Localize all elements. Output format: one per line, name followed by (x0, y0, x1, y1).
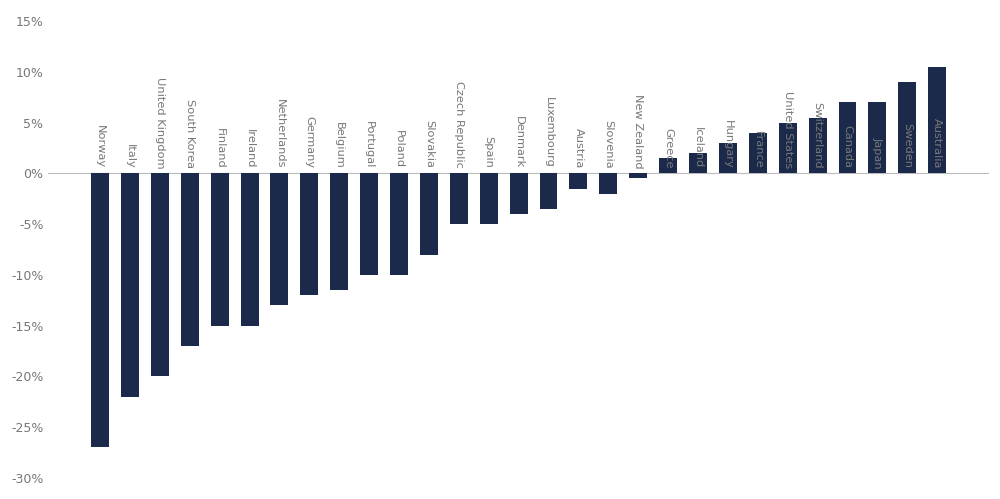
Text: Czech Republic: Czech Republic (454, 81, 464, 168)
Bar (121, 174, 139, 397)
Bar (809, 118, 827, 174)
Bar (689, 153, 707, 174)
Bar (390, 174, 408, 275)
Text: Netherlands: Netherlands (274, 99, 284, 168)
Text: Hungary: Hungary (723, 120, 733, 168)
Text: United Kingdom: United Kingdom (155, 77, 165, 168)
Text: Canada: Canada (842, 125, 852, 168)
Text: New Zealand: New Zealand (633, 94, 643, 168)
Bar (928, 67, 946, 174)
Text: Greece: Greece (663, 128, 673, 168)
Bar (749, 133, 767, 174)
Bar (450, 174, 468, 224)
Text: Norway: Norway (95, 125, 105, 168)
Text: Ireland: Ireland (245, 129, 255, 168)
Text: Germany: Germany (304, 116, 314, 168)
Bar (211, 174, 229, 325)
Bar (569, 174, 587, 189)
Text: Slovakia: Slovakia (424, 120, 434, 168)
Bar (91, 174, 109, 447)
Bar (270, 174, 288, 305)
Bar (779, 123, 797, 174)
Bar (629, 174, 647, 179)
Text: Iceland: Iceland (693, 127, 703, 168)
Bar (151, 174, 169, 376)
Bar (420, 174, 438, 254)
Bar (868, 102, 886, 174)
Bar (599, 174, 617, 194)
Text: Switzerland: Switzerland (813, 102, 823, 168)
Bar (241, 174, 259, 325)
Bar (330, 174, 348, 290)
Text: Japan: Japan (872, 137, 882, 168)
Text: Slovenia: Slovenia (603, 120, 613, 168)
Text: Austria: Austria (573, 128, 583, 168)
Text: Sweden: Sweden (902, 123, 912, 168)
Text: Finland: Finland (215, 128, 225, 168)
Text: Italy: Italy (125, 144, 135, 168)
Text: Belgium: Belgium (334, 122, 344, 168)
Bar (480, 174, 498, 224)
Bar (360, 174, 378, 275)
Bar (659, 158, 677, 174)
Bar (719, 143, 737, 174)
Bar (839, 102, 856, 174)
Bar (898, 82, 916, 174)
Text: United States: United States (783, 91, 793, 168)
Text: Australia: Australia (932, 118, 942, 168)
Text: Poland: Poland (394, 130, 404, 168)
Text: Spain: Spain (484, 136, 494, 168)
Text: Denmark: Denmark (514, 116, 524, 168)
Bar (540, 174, 557, 209)
Bar (300, 174, 318, 295)
Bar (510, 174, 528, 214)
Text: Portugal: Portugal (364, 121, 374, 168)
Text: Luxembourg: Luxembourg (544, 97, 554, 168)
Text: France: France (753, 131, 763, 168)
Bar (181, 174, 199, 346)
Text: South Korea: South Korea (185, 99, 195, 168)
